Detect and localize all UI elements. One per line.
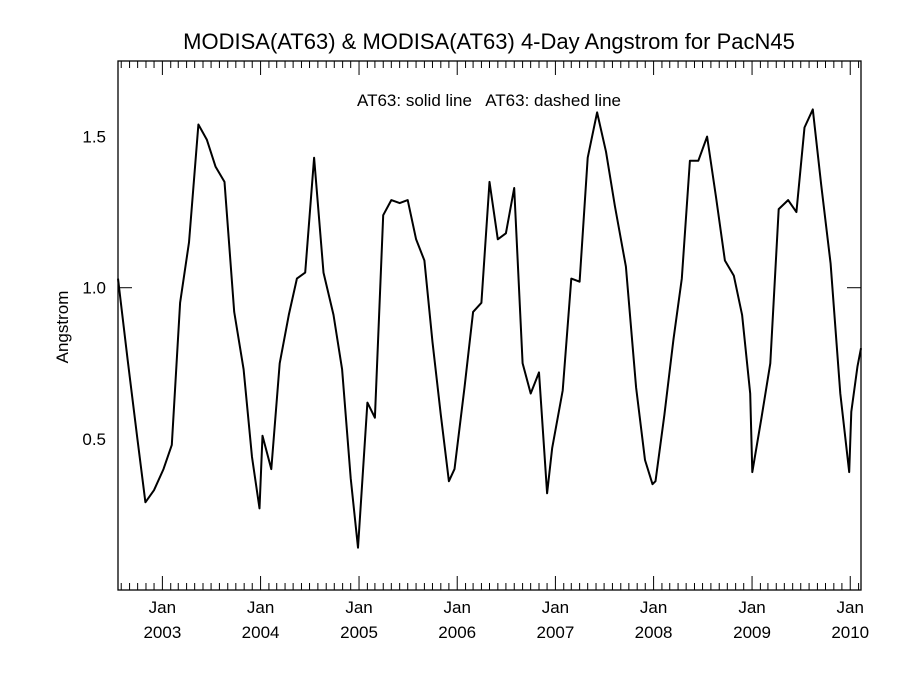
x-tick-month-label: Jan: [247, 598, 274, 617]
x-tick-year-label: 2008: [635, 623, 673, 642]
x-tick-year-label: 2003: [143, 623, 181, 642]
y-tick-label: 1.5: [82, 128, 106, 147]
x-tick-month-label: Jan: [640, 598, 667, 617]
y-axis-label: Angstrom: [53, 291, 72, 364]
series-layer: [117, 108, 862, 549]
x-tick-year-label: 2007: [536, 623, 574, 642]
x-tick-month-label: Jan: [542, 598, 569, 617]
y-tick-label: 0.5: [82, 430, 106, 449]
x-tick-month-label: Jan: [345, 598, 372, 617]
x-tick-year-label: 2006: [438, 623, 476, 642]
axis-ticks: [118, 61, 861, 590]
y-tick-label: 1.0: [82, 279, 106, 298]
x-tick-month-label: Jan: [738, 598, 765, 617]
x-tick-year-label: 2010: [831, 623, 869, 642]
x-tick-month-label: Jan: [837, 598, 864, 617]
x-tick-year-label: 2009: [733, 623, 771, 642]
plot-frame: [117, 60, 862, 591]
x-tick-month-label: Jan: [444, 598, 471, 617]
x-tick-year-label: 2004: [242, 623, 280, 642]
x-tick-year-label: 2005: [340, 623, 378, 642]
chart-title: MODISA(AT63) & MODISA(AT63) 4-Day Angstr…: [183, 29, 795, 54]
x-tick-month-label: Jan: [149, 598, 176, 617]
series-line: [117, 108, 862, 549]
legend-annotation: AT63: solid line AT63: dashed line: [357, 91, 621, 110]
axis-tick-labels: 0.5 1.0 1.5 Jan 2003 Jan 2004 Jan 2005 Jan 2006 Jan…: [82, 128, 869, 642]
